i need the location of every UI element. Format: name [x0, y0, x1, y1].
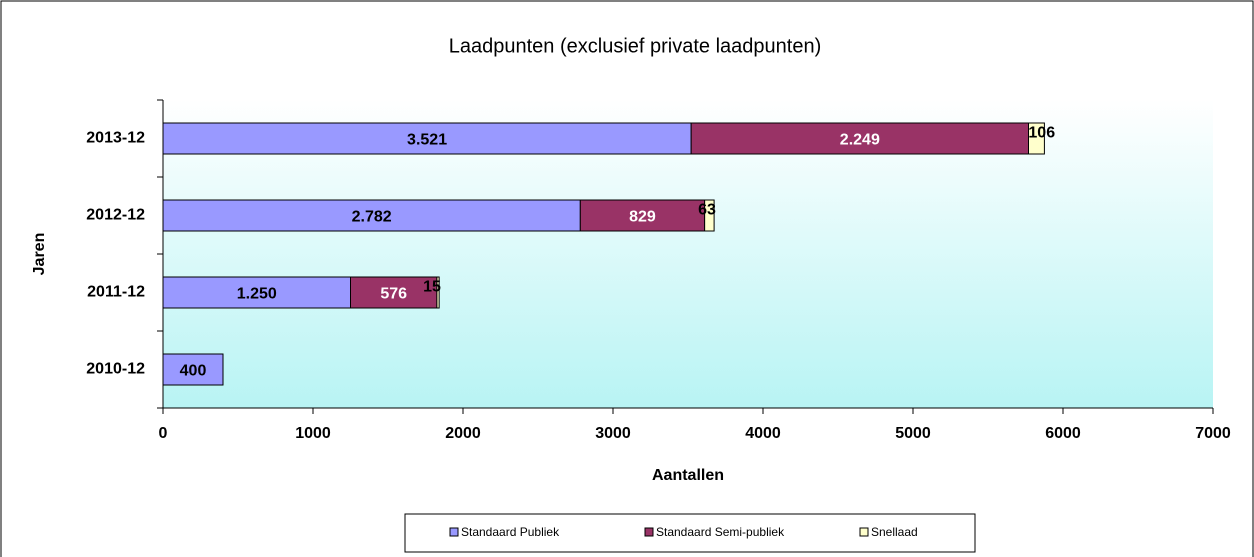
- y-tick-label: 2010-12: [86, 361, 145, 378]
- x-tick-label: 0: [159, 425, 168, 442]
- legend-label: Snellaad: [871, 525, 918, 539]
- legend-label: Standaard Publiek: [461, 525, 560, 539]
- x-tick-label: 1000: [295, 425, 331, 442]
- data-label: 576: [380, 286, 407, 303]
- x-axis-label: Aantallen: [652, 467, 724, 484]
- bar-segment: [350, 276, 438, 309]
- data-label: 2.249: [840, 132, 880, 149]
- data-label: 106: [1028, 125, 1055, 142]
- data-label: 2.782: [352, 209, 392, 226]
- legend-swatch: [449, 527, 459, 537]
- data-label: 400: [180, 363, 207, 380]
- bar-segment: [690, 122, 1030, 155]
- data-label: 63: [698, 202, 716, 219]
- y-tick-label: 2011-12: [87, 284, 145, 301]
- x-tick-label: 5000: [895, 425, 931, 442]
- legend-swatch: [644, 527, 654, 537]
- y-axis-label: Jaren: [31, 233, 48, 276]
- legend-label: Standaard Semi-publiek: [656, 525, 785, 539]
- data-label: 15: [423, 279, 441, 296]
- legend: [404, 513, 976, 553]
- x-tick-label: 3000: [595, 425, 631, 442]
- bar-segment: [162, 122, 692, 155]
- legend-swatch: [859, 527, 869, 537]
- bar-segment: [162, 353, 224, 386]
- x-tick-label: 2000: [445, 425, 481, 442]
- chart-title: Laadpunten (exclusief private laadpunten…: [449, 35, 821, 57]
- bar-segment: [704, 199, 715, 232]
- data-label: 1.250: [237, 286, 277, 303]
- data-label: 829: [629, 209, 656, 226]
- x-tick-label: 4000: [745, 425, 781, 442]
- x-tick-label: 6000: [1045, 425, 1081, 442]
- bar-segment: [579, 199, 706, 232]
- data-label: 3.521: [407, 132, 447, 149]
- bar-segment: [436, 276, 440, 309]
- bar-segment: [1028, 122, 1045, 155]
- bar-segment: [162, 199, 581, 232]
- bar-segment: [162, 276, 351, 309]
- x-tick-label: 7000: [1195, 425, 1231, 442]
- y-tick-label: 2012-12: [86, 207, 145, 224]
- y-tick-label: 2013-12: [86, 130, 145, 147]
